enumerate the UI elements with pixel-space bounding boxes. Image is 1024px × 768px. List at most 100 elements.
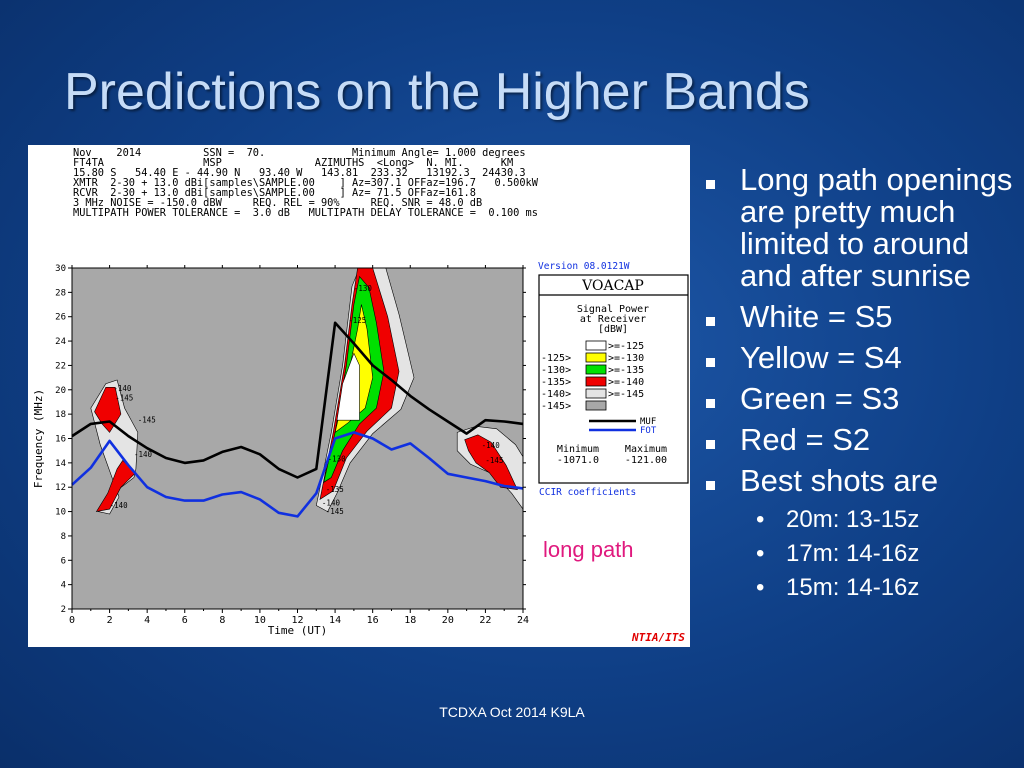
x-tick-label: 2 [107, 615, 113, 626]
plot-background [72, 268, 523, 609]
bullet: Long path openings are pretty much limit… [706, 164, 1016, 292]
y-tick-label: 18 [55, 410, 66, 420]
legend-row-right: >=-140 [608, 377, 644, 388]
y-tick-label: 8 [61, 532, 66, 542]
x-tick-label: 10 [254, 615, 266, 626]
header-line: RCVR 2-30 + 13.0 dBi[samples\SAMPLE.00 ]… [73, 187, 476, 199]
header-line: XMTR 2-30 + 13.0 dBi[samples\SAMPLE.00 ]… [73, 177, 539, 189]
sub-bullet: 17m: 14-16z [706, 540, 1016, 568]
plot-area: -140-145-145-140-140-130-125-130-135-140… [32, 264, 529, 637]
legend-heading: [dBW] [598, 324, 628, 335]
header-line: 15.80 S 54.40 E - 44.90 N 93.40 W 143.81… [73, 167, 526, 179]
bullet: Red = S2 [706, 424, 1016, 456]
contour-label: -145 [485, 456, 503, 465]
contour-label: -145 [138, 416, 156, 425]
legend-swatch [585, 376, 607, 387]
x-tick-label: 8 [219, 615, 225, 626]
y-tick-label: 10 [55, 508, 66, 518]
y-tick-label: 30 [55, 264, 66, 274]
x-tick-label: 22 [479, 615, 491, 626]
x-tick-label: 12 [291, 615, 303, 626]
header-line: Nov 2014 SSN = 70. Minimum Angle= 1.000 … [73, 147, 526, 159]
contour-label: -130 [354, 284, 373, 293]
legend-swatch [585, 352, 607, 363]
minimum-value: -1071.0 [557, 455, 599, 466]
y-tick-label: 16 [55, 435, 66, 445]
y-tick-label: 24 [55, 337, 66, 347]
x-tick-label: 4 [144, 615, 150, 626]
contour-label: -145 [115, 394, 133, 403]
header-line: 3 MHz NOISE = -150.0 dBW REQ. REL = 90% … [73, 197, 482, 209]
y-tick-label: 12 [55, 483, 66, 493]
legend-row-left: -125> [541, 353, 571, 364]
y-axis-label: Frequency (MHz) [32, 389, 45, 488]
y-tick-label: 2 [61, 605, 66, 615]
legend-row-left: -140> [541, 389, 571, 400]
coefficients-label: CCIR coefficients [539, 487, 636, 498]
bullet: Green = S3 [706, 383, 1016, 415]
legend-row-right: >=-145 [608, 389, 644, 400]
contour-region [464, 434, 518, 490]
slide-title: Predictions on the Higher Bands [64, 63, 810, 121]
minimum-label: Minimum [557, 444, 599, 455]
contour-label: -145 [326, 507, 344, 516]
x-tick-label: 6 [182, 615, 188, 626]
y-tick-label: 6 [61, 556, 66, 566]
legend-row-right: >=-125 [608, 341, 644, 352]
header-line: FT4TA MSP AZIMUTHS <Long> N. MI. KM [73, 157, 513, 169]
contour-label: -140 [113, 384, 132, 393]
header-line: MULTIPATH POWER TOLERANCE = 3.0 dB MULTI… [73, 207, 538, 219]
contour-label: -130 [328, 455, 347, 464]
voacap-chart: Nov 2014 SSN = 70. Minimum Angle= 1.000 … [32, 147, 689, 644]
legend-swatch [585, 388, 607, 399]
legend-heading: Signal Power [577, 304, 649, 315]
legend-line-name: MUF [640, 417, 656, 427]
y-tick-label: 20 [55, 386, 66, 396]
legend-row-left: -135> [541, 377, 571, 388]
contour-label: -140 [322, 498, 341, 507]
sub-bullet: 20m: 13-15z [706, 506, 1016, 534]
footer: TCDXA Oct 2014 K9LA [439, 704, 585, 720]
maximum-label: Maximum [625, 444, 667, 455]
y-tick-label: 22 [55, 361, 66, 371]
contour-label: -125 [348, 316, 366, 325]
x-tick-label: 18 [404, 615, 416, 626]
sub-bullet: 15m: 14-16z [706, 574, 1016, 602]
y-tick-label: 28 [55, 288, 66, 298]
legend-line-name: FOT [640, 426, 657, 436]
legend-heading: at Receiver [580, 314, 646, 325]
x-tick-label: 0 [69, 615, 75, 626]
contour-label: -140 [482, 441, 501, 450]
x-tick-label: 20 [442, 615, 454, 626]
y-tick-label: 4 [61, 581, 66, 591]
legend-swatch [585, 364, 607, 375]
muf-line [71, 321, 524, 479]
maximum-value: -121.00 [625, 455, 667, 466]
program-label: VOACAP [581, 278, 644, 294]
long-path-annotation: long path [543, 537, 634, 562]
legend-row-left: -145> [541, 401, 571, 412]
legend-box [538, 274, 689, 484]
bullet: Best shots are [706, 465, 1016, 497]
legend-swatch [585, 400, 607, 411]
legend-row-right: >=-130 [608, 353, 644, 364]
voacap-figure: Nov 2014 SSN = 70. Minimum Angle= 1.000 … [28, 145, 690, 647]
fot-line [71, 431, 524, 518]
bullet: Yellow = S4 [706, 342, 1016, 374]
chart-header: Nov 2014 SSN = 70. Minimum Angle= 1.000 … [73, 147, 539, 219]
bullet: White = S5 [706, 301, 1016, 333]
version-label: Version 08.0121W [538, 261, 630, 272]
legend-row-left: -130> [541, 365, 571, 376]
y-tick-label: 26 [55, 313, 66, 323]
contour-region [336, 352, 360, 421]
contour-label: -140 [110, 501, 129, 510]
x-tick-label: 14 [329, 615, 341, 626]
x-axis-label: Time (UT) [268, 624, 328, 637]
contour-label: -140 [134, 450, 153, 459]
x-tick-label: 16 [367, 615, 379, 626]
contour-region [94, 387, 122, 433]
legend-swatch [585, 340, 607, 351]
y-tick-label: 14 [55, 459, 66, 469]
org-label: NTIA/ITS [631, 631, 685, 644]
